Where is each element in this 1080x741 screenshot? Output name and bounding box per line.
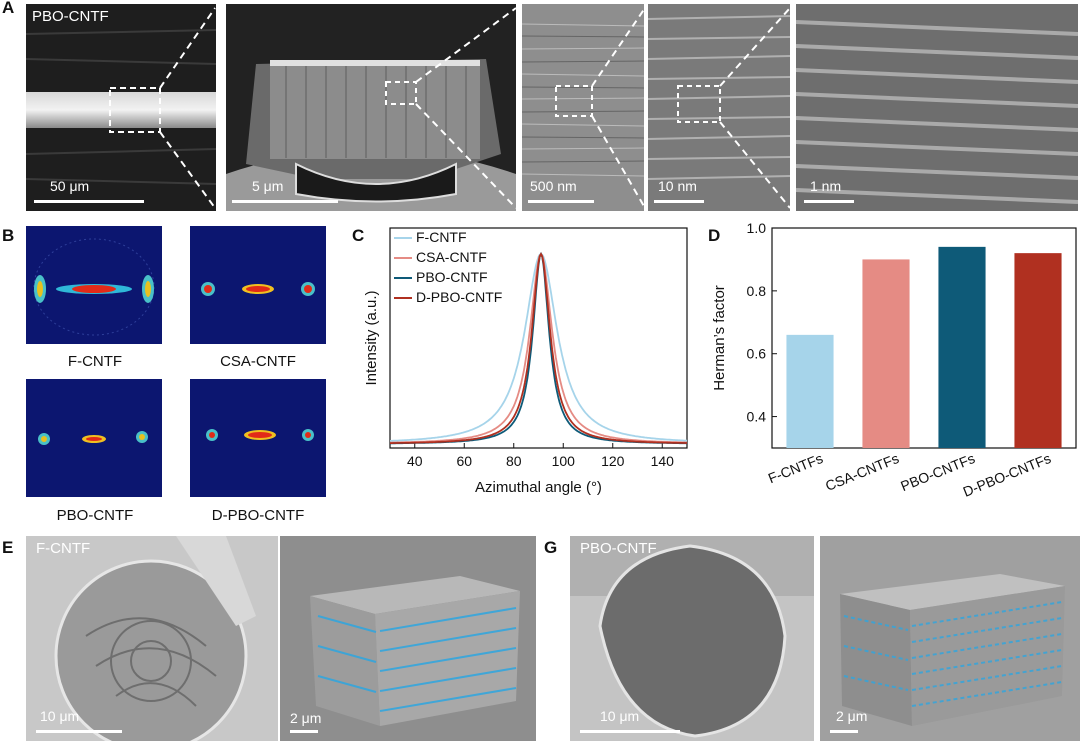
legend-label: F-CNTF	[416, 229, 467, 245]
legend-label: PBO-CNTF	[416, 269, 488, 285]
x-tick-label: 60	[456, 453, 472, 469]
bar	[862, 259, 910, 448]
pattern-caption: F-CNTF	[67, 353, 123, 370]
panel-label-c: C	[352, 226, 365, 245]
legend-label: CSA-CNTF	[416, 249, 487, 265]
bar	[786, 334, 834, 448]
scalebar-label: 5 μm	[252, 178, 284, 194]
scalebar	[804, 200, 854, 203]
scalebar-label: 10 nm	[658, 178, 697, 194]
legend-label: D-PBO-CNTF	[416, 289, 502, 305]
x-tick-label: CSA-CNTFs	[823, 450, 901, 494]
scalebar	[290, 730, 318, 733]
scalebar	[34, 200, 144, 203]
y-tick-label: 1.0	[747, 220, 767, 236]
scalebar	[654, 200, 704, 203]
panel-label-b: B	[2, 226, 15, 245]
hrtem-image-1nm: 1 nm	[796, 4, 1078, 211]
scalebar-label: 500 nm	[530, 178, 577, 194]
panel-label-a: A	[2, 0, 15, 17]
waxs-pattern-csa-cntf	[190, 226, 326, 344]
sem-pbo-cntf-cross-section: PBO-CNTF 10 μm	[570, 536, 814, 741]
scalebar	[528, 200, 594, 203]
sample-label: PBO-CNTF	[32, 8, 109, 25]
scalebar-label: 10 μm	[40, 708, 80, 724]
x-tick-label: 80	[506, 453, 522, 469]
plot-frame	[389, 227, 688, 449]
bar	[938, 246, 986, 448]
waxs-pattern-d-pbo-cntf	[190, 379, 326, 497]
x-axis-label: Azimuthal angle (°)	[475, 479, 602, 496]
x-tick-label: F-CNTFs	[766, 450, 825, 486]
y-tick-label: 0.6	[747, 346, 767, 362]
scalebar	[232, 200, 338, 203]
tomography-pbo-cntf: 2 μm	[820, 536, 1080, 741]
scalebar	[830, 730, 858, 733]
sample-label: F-CNTF	[36, 540, 91, 557]
series-line	[390, 252, 687, 444]
scalebar	[36, 730, 122, 733]
x-tick-label: 120	[601, 453, 625, 469]
azimuthal-intensity-chart: 40 60 80 100 120 140 Azimuthal angle (°) Intens…	[363, 227, 688, 496]
panel-label-g: G	[544, 538, 558, 557]
tomography-f-cntf: 2 μm	[280, 536, 536, 741]
x-tick-label: 140	[651, 453, 675, 469]
bar	[1014, 253, 1062, 448]
scalebar	[580, 730, 680, 733]
sem-fib-lamella: 5 μm	[226, 4, 516, 211]
sem-fiber-overview: PBO-CNTF 50 μm	[26, 4, 216, 211]
y-tick-label: 0.8	[747, 283, 767, 299]
pattern-caption: PBO-CNTF	[56, 507, 134, 524]
zoom-connectors	[159, 7, 791, 209]
hermans-factor-chart: 0.4 0.6 0.8 1.0 Herman’s factor F-CNTFsCSA-CN…	[711, 220, 1077, 500]
scalebar-label: 50 μm	[50, 178, 90, 194]
scalebar-label: 2 μm	[290, 710, 322, 726]
scalebar-label: 10 μm	[600, 708, 640, 724]
tem-image-10nm: 10 nm	[648, 4, 790, 211]
x-tick-label: 40	[407, 453, 423, 469]
scalebar-label: 2 μm	[836, 708, 868, 724]
y-axis-label: Intensity (a.u.)	[363, 290, 380, 385]
y-tick-label: 0.4	[747, 409, 767, 425]
panel-label-e: E	[2, 538, 14, 557]
pattern-caption: D-PBO-CNTF	[211, 507, 305, 524]
tem-image-500nm: 500 nm	[522, 4, 644, 211]
plot-frame	[771, 227, 1077, 449]
sem-f-cntf-cross-section: F-CNTF 10 μm	[26, 536, 278, 741]
waxs-pattern-pbo-cntf	[26, 379, 162, 497]
x-tick-label: D-PBO-CNTFs	[961, 450, 1054, 500]
sample-label: PBO-CNTF	[580, 540, 657, 557]
scalebar-label: 1 nm	[810, 178, 842, 194]
y-axis-label: Herman’s factor	[711, 285, 728, 391]
pattern-caption: CSA-CNTF	[220, 353, 296, 370]
panel-label-d: D	[708, 226, 721, 245]
x-tick-label: 100	[552, 453, 576, 469]
waxs-pattern-f-cntf	[26, 226, 162, 344]
